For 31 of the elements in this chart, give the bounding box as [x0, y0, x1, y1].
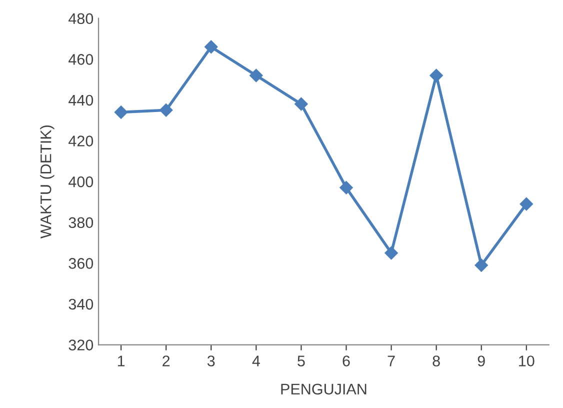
point [430, 68, 443, 82]
y-tick-label: 340 [68, 298, 94, 310]
x-tick-label: 9 [478, 356, 485, 366]
y-tick-label: 440 [68, 94, 94, 106]
point [159, 104, 173, 117]
x-tick-label: 6 [342, 356, 350, 366]
x-tick-label: 1 [118, 356, 125, 366]
x-tick-label: 3 [207, 356, 215, 366]
y-tick-label: 320 [68, 340, 94, 350]
point [384, 246, 398, 260]
x-tick-label: 8 [432, 356, 440, 366]
y-tick-label: 460 [68, 54, 94, 65]
point [340, 181, 353, 194]
y-tick-label: 380 [68, 217, 94, 228]
y-tick-label: 400 [68, 176, 94, 188]
x-tick-label: 5 [298, 356, 305, 366]
x-tick-label: 4 [252, 356, 260, 366]
y-tick-label: 480 [68, 13, 94, 24]
point [294, 97, 308, 111]
point [520, 197, 533, 211]
x-tick-label: 10 [519, 356, 534, 366]
point [114, 106, 128, 119]
point [204, 40, 218, 54]
y-axis-title: WAKTU (DETIK) [40, 126, 54, 238]
x-tick-label: 7 [388, 356, 395, 366]
y-tick-label: 360 [68, 258, 94, 269]
point [474, 258, 488, 272]
x-tick-label: 2 [162, 356, 170, 366]
x-axis-title: PENGUJIAN [281, 384, 366, 395]
y-tick-label: 420 [68, 136, 94, 146]
point [250, 68, 263, 82]
